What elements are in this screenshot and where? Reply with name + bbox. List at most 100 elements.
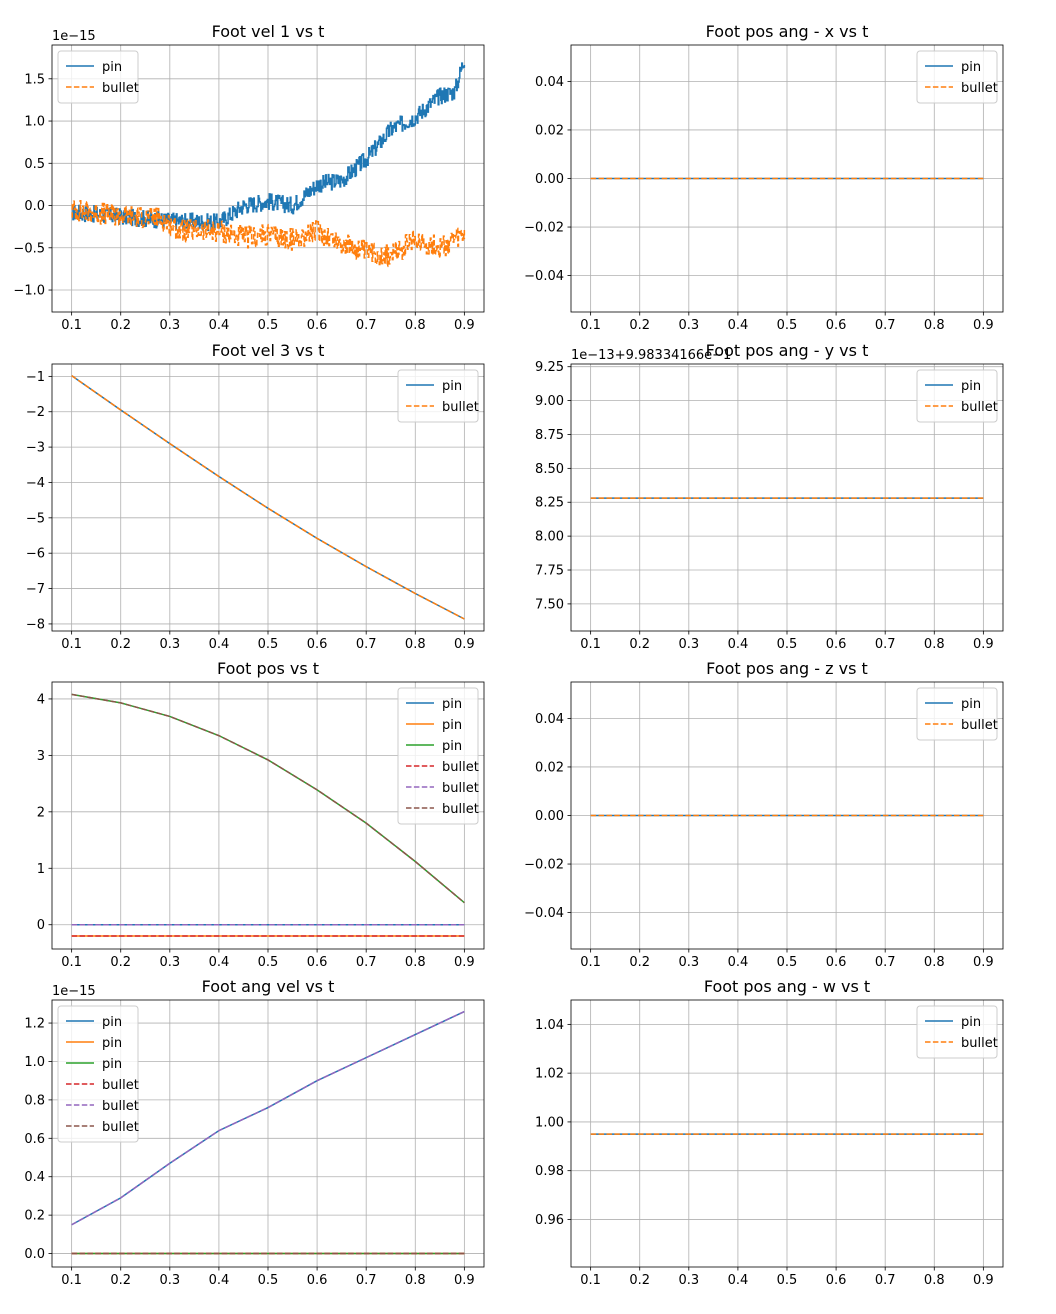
x-tick-label: 0.1: [61, 1273, 82, 1288]
y-tick-label: 0.98: [535, 1164, 564, 1179]
x-tick-label: 0.4: [209, 318, 230, 333]
subplot-8: 0.1 0.2 0.3 0.4 0.5 0.6 0.7 0.8 0.9 0.96 0.98 1.00 1…: [535, 977, 1004, 1288]
x-tick-label: 0.2: [110, 637, 131, 652]
y-tick-label: 1.04: [535, 1018, 564, 1033]
x-tick-label: 0.3: [678, 318, 699, 333]
x-tick-label: 0.1: [580, 318, 601, 333]
x-tick-label: 0.5: [777, 955, 798, 970]
y-tick-label: −0.02: [524, 858, 564, 873]
x-tick-label: 0.9: [973, 955, 994, 970]
y-tick-label: 0.2: [24, 1209, 45, 1224]
x-tick-label: 0.3: [678, 637, 699, 652]
x-tick-label: 0.7: [356, 1273, 377, 1288]
chart-title: Foot vel 3 vs t: [212, 341, 325, 360]
axis-offset-text: 1e−15: [52, 984, 96, 999]
y-tick-label: 0.02: [535, 123, 564, 138]
legend-label: pin: [102, 1036, 122, 1051]
x-tick-label: 0.4: [728, 318, 749, 333]
x-tick-label: 0.6: [826, 318, 847, 333]
y-tick-label: 8.25: [535, 496, 564, 511]
x-tick-label: 0.1: [61, 637, 82, 652]
legend-label: bullet: [102, 81, 139, 96]
y-tick-label: 1.02: [535, 1067, 564, 1082]
x-tick-label: 0.4: [728, 637, 749, 652]
x-tick-label: 0.7: [875, 955, 896, 970]
legend-label: pin: [102, 60, 122, 75]
x-tick-label: 0.5: [258, 1273, 279, 1288]
y-tick-label: 4: [37, 692, 45, 707]
y-tick-label: −8: [26, 617, 45, 632]
x-tick-label: 0.9: [973, 1273, 994, 1288]
legend-box: [916, 687, 998, 741]
y-tick-label: 1.00: [535, 1115, 564, 1130]
legend-label: bullet: [961, 1036, 998, 1051]
x-tick-label: 0.1: [580, 955, 601, 970]
y-tick-label: 8.00: [535, 530, 564, 545]
x-tick-label: 0.7: [356, 637, 377, 652]
subplot-2: 0.1 0.2 0.3 0.4 0.5 0.6 0.7 0.8 0.9 −0.04 −0.02 0.0…: [524, 22, 1004, 333]
x-tick-label: 0.1: [580, 1273, 601, 1288]
legend: pin bullet: [916, 1005, 998, 1059]
series-line-bullet: [71, 693, 465, 904]
legend-box: [916, 50, 998, 104]
legend: pin pin pin bullet bullet bullet: [57, 1005, 139, 1143]
x-tick-label: 0.2: [629, 1273, 650, 1288]
legend-label: bullet: [442, 802, 479, 817]
x-tick-label: 0.6: [307, 1273, 328, 1288]
y-tick-label: 1.0: [24, 1055, 45, 1070]
x-tick-label: 0.7: [875, 1273, 896, 1288]
legend: pin pin pin bullet bullet bullet: [397, 687, 479, 825]
legend-label: bullet: [102, 1099, 139, 1114]
x-tick-label: 0.6: [826, 637, 847, 652]
y-tick-label: 8.75: [535, 428, 564, 443]
legend-label: pin: [442, 379, 462, 394]
chart-title: Foot pos vs t: [217, 659, 319, 678]
x-tick-label: 0.3: [159, 637, 180, 652]
legend-label: pin: [961, 697, 981, 712]
chart-title: Foot pos ang - y vs t: [706, 341, 869, 360]
x-tick-label: 0.9: [454, 955, 475, 970]
x-tick-label: 0.1: [61, 955, 82, 970]
y-tick-label: −4: [26, 476, 45, 491]
x-tick-label: 0.8: [924, 318, 945, 333]
x-tick-label: 0.5: [777, 637, 798, 652]
x-tick-label: 0.6: [307, 318, 328, 333]
x-tick-label: 0.4: [209, 637, 230, 652]
legend-label: bullet: [442, 760, 479, 775]
y-tick-label: −2: [26, 405, 45, 420]
x-tick-label: 0.9: [973, 318, 994, 333]
y-tick-label: 0.0: [24, 199, 45, 214]
subplot-7: 0.1 0.2 0.3 0.4 0.5 0.6 0.7 0.8 0.9 0.0 0.2 0.4 0.6 0…: [24, 977, 485, 1288]
y-tick-label: 0.8: [24, 1093, 45, 1108]
x-tick-label: 0.2: [629, 637, 650, 652]
y-tick-label: 3: [37, 749, 45, 764]
x-tick-label: 0.7: [875, 637, 896, 652]
x-tick-label: 0.8: [924, 955, 945, 970]
x-tick-label: 0.7: [356, 955, 377, 970]
y-tick-label: 0: [37, 918, 45, 933]
series-group: [71, 375, 465, 620]
chart-title: Foot pos ang - x vs t: [706, 22, 869, 41]
x-tick-label: 0.8: [924, 1273, 945, 1288]
x-tick-label: 0.4: [209, 955, 230, 970]
legend-label: pin: [961, 60, 981, 75]
x-tick-label: 0.6: [826, 1273, 847, 1288]
x-tick-label: 0.9: [454, 1273, 475, 1288]
legend-label: bullet: [102, 1120, 139, 1135]
x-tick-label: 0.9: [454, 318, 475, 333]
y-tick-label: 9.00: [535, 394, 564, 409]
x-tick-label: 0.8: [405, 1273, 426, 1288]
y-tick-label: 0.0: [24, 1247, 45, 1262]
x-tick-label: 0.3: [159, 1273, 180, 1288]
x-tick-label: 0.2: [629, 955, 650, 970]
y-tick-label: 0.5: [24, 157, 45, 172]
series-group: [71, 1010, 465, 1255]
chart-title: Foot pos ang - w vs t: [704, 977, 870, 996]
x-tick-label: 0.8: [924, 637, 945, 652]
x-tick-label: 0.6: [307, 637, 328, 652]
legend-label: bullet: [961, 81, 998, 96]
y-tick-label: 1.2: [24, 1017, 45, 1032]
y-tick-label: −6: [26, 547, 45, 562]
y-tick-label: −1: [26, 370, 45, 385]
